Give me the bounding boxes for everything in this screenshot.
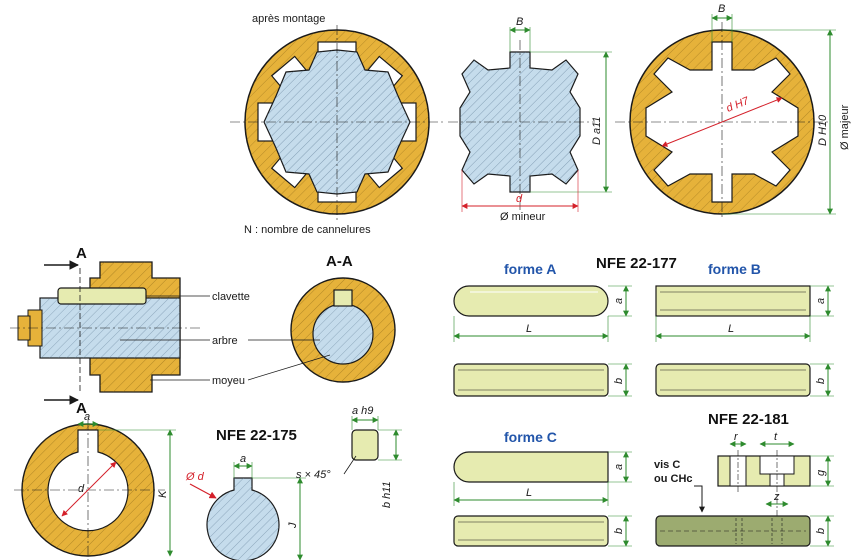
vis-label-2: ou CHc — [654, 473, 693, 485]
splined-shaft-view: B D a11 d Ø mineur — [448, 16, 612, 223]
dim-z: z — [773, 491, 780, 503]
shaft-keyway-view: NFE 22-175 a Ø d J — [185, 427, 306, 560]
dim-b-nfe181: b — [815, 528, 827, 534]
dim-a-formeB: a — [815, 298, 827, 304]
section-marker-A-top: A — [76, 245, 87, 262]
vis-label: vis C — [654, 459, 680, 471]
dim-r: r — [734, 431, 739, 443]
dim-B-hub: B — [718, 3, 725, 15]
standard-nfe177: NFE 22-177 — [596, 255, 677, 272]
splined-hub-view: B d H7 D H10 Ø majeur — [615, 3, 851, 220]
majeur-label: Ø majeur — [839, 104, 851, 150]
spline-assembly-view: après montage N : nombre de cannelures — [230, 13, 445, 236]
key-assembly-view: A A clavette arbre moyeu — [10, 245, 250, 417]
moyeu-label: moyeu — [212, 375, 245, 387]
section-AA-title: A-A — [326, 253, 353, 270]
dim-phi-d: Ø d — [185, 471, 205, 483]
dim-b-formeB: b — [815, 378, 827, 384]
dim-ah9: a h9 — [352, 405, 373, 417]
dim-g: g — [815, 469, 827, 476]
apres-montage-label: après montage — [252, 13, 325, 25]
hub-keyway-view: a d K — [14, 411, 176, 560]
dim-B-spline: B — [516, 16, 523, 28]
mineur-label: Ø mineur — [500, 211, 546, 223]
arbre-label: arbre — [212, 335, 238, 347]
forme-C-title: forme C — [504, 429, 557, 445]
dim-L-formeB: L — [728, 323, 734, 335]
dim-a-formeA: a — [613, 298, 625, 304]
dim-bh11: b h11 — [381, 481, 393, 508]
section-AA-view: A-A — [247, 253, 396, 383]
dim-DH10: D H10 — [817, 114, 829, 146]
dim-L-formeA: L — [526, 323, 532, 335]
dim-a-shaft: a — [240, 453, 246, 465]
dim-L-formeC: L — [526, 487, 532, 499]
dim-a-formeC: a — [613, 464, 625, 470]
dim-s45: s × 45° — [296, 469, 331, 481]
cannelures-label: N : nombre de cannelures — [244, 224, 371, 236]
dim-J: J — [287, 522, 299, 529]
forme-A-title: forme A — [504, 261, 556, 277]
clavette-label: clavette — [212, 291, 250, 303]
dim-b-formeC: b — [613, 528, 625, 534]
dim-K: K — [157, 490, 169, 498]
dim-d-hub: d — [78, 483, 85, 495]
dim-t: t — [774, 431, 778, 443]
key-section-view: a h9 b h11 s × 45° — [296, 405, 402, 508]
forme-B-title: forme B — [708, 261, 761, 277]
dim-d-spline: d — [516, 193, 523, 205]
standard-nfe175: NFE 22-175 — [216, 427, 297, 444]
dim-b-formeA: b — [613, 378, 625, 384]
key-forms-area: NFE 22-177 forme A forme B forme C NFE 2… — [453, 255, 834, 547]
standard-nfe181: NFE 22-181 — [708, 411, 789, 428]
dim-Da11: D a11 — [591, 116, 603, 145]
section-marker-A-bottom: A — [76, 400, 87, 417]
dim-a-hub: a — [84, 411, 90, 423]
